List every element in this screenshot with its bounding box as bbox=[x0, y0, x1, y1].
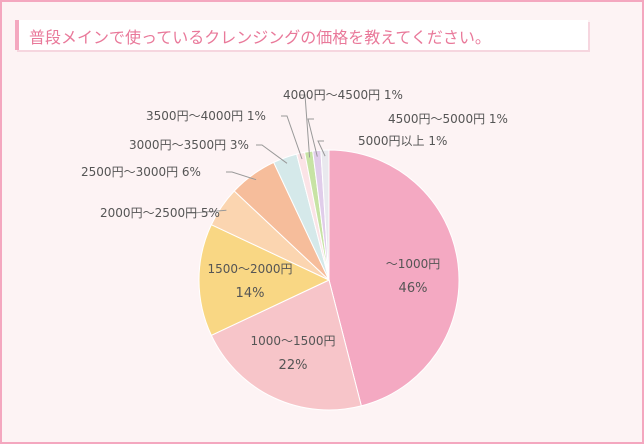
slice-percent: 14% bbox=[236, 286, 265, 301]
slice-label: 5000円以上 1% bbox=[358, 134, 447, 148]
leader-line bbox=[317, 140, 326, 157]
title-bar: 普段メインで使っているクレンジングの価格を教えてください。 bbox=[15, 20, 588, 50]
pie-slice bbox=[320, 149, 330, 281]
slice-label: 2000円～2500円 5% bbox=[100, 206, 220, 220]
chart-title: 普段メインで使っているクレンジングの価格を教えてください。 bbox=[29, 28, 491, 47]
pie-slice bbox=[198, 223, 331, 337]
slice-label: ～1000円 bbox=[386, 257, 441, 271]
leader-line bbox=[226, 171, 257, 181]
pie-slice bbox=[328, 149, 460, 407]
leader-line bbox=[187, 209, 227, 214]
leader-line bbox=[281, 115, 303, 160]
leader-line bbox=[307, 118, 318, 157]
slice-label: 2500円～3000円 6% bbox=[81, 165, 201, 179]
leader-line bbox=[256, 144, 288, 164]
slice-label: 4500円～5000円 1% bbox=[388, 112, 508, 126]
slice-label: 3500円～4000円 1% bbox=[146, 109, 266, 123]
slice-percent: 46% bbox=[399, 281, 428, 296]
slice-label: 3000円～3500円 3% bbox=[129, 138, 249, 152]
slice-label: 4000円～4500円 1% bbox=[283, 88, 403, 102]
slice-label: 1500～2000円 bbox=[207, 262, 292, 276]
leader-line bbox=[299, 94, 311, 158]
slice-label: 1000～1500円 bbox=[250, 334, 335, 348]
slice-percent: 22% bbox=[279, 358, 308, 373]
pie-slice bbox=[210, 279, 362, 411]
